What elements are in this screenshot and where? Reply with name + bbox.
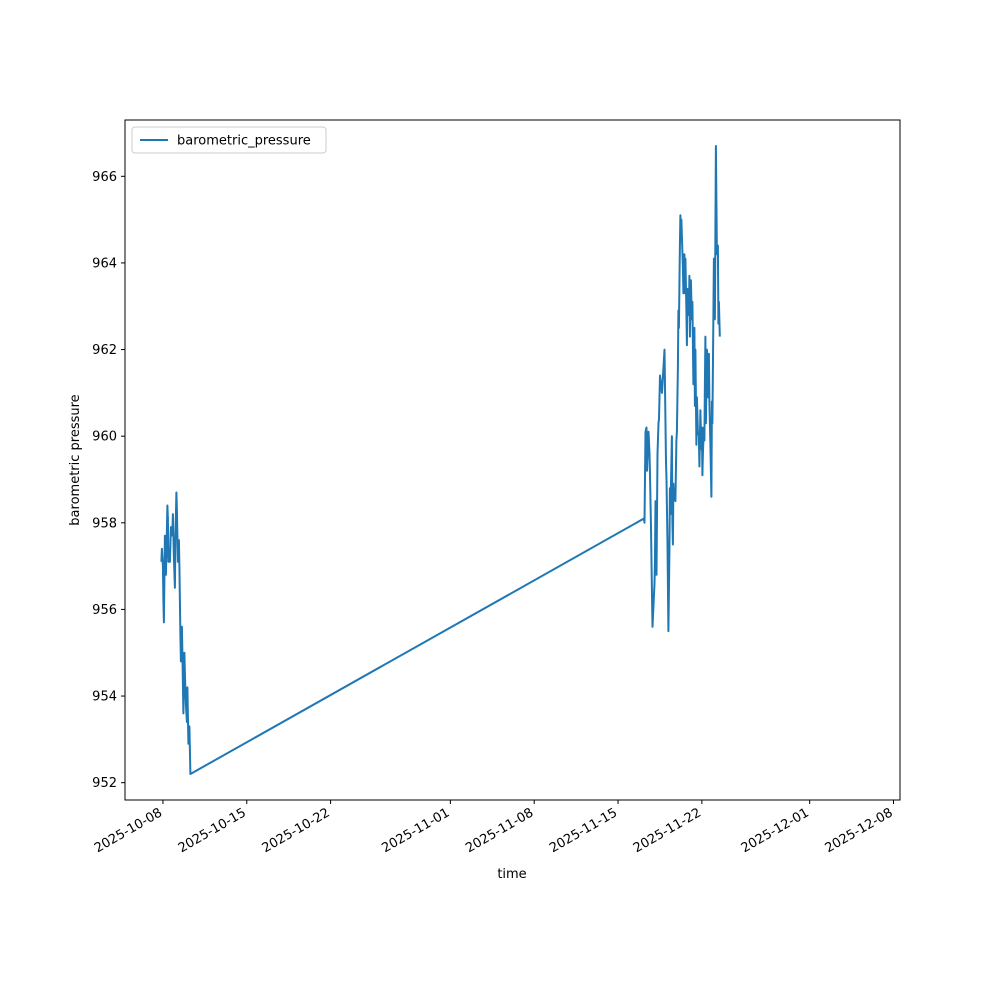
x-axis-title: time — [497, 867, 526, 882]
y-tick-label: 956 — [92, 603, 117, 618]
y-tick-label: 966 — [92, 170, 117, 185]
series-line-barometric_pressure — [160, 145, 721, 775]
y-axis-title: barometric pressure — [68, 394, 83, 525]
y-tick-label: 952 — [92, 776, 117, 791]
y-tick-label: 958 — [92, 516, 117, 531]
y-tick-label: 962 — [92, 343, 117, 358]
plot-area — [160, 145, 721, 775]
y-axis: 952 954 956 958 960 962 964 966 — [92, 170, 125, 791]
legend-label: barometric_pressure — [177, 134, 311, 149]
legend: barometric_pressure — [131, 126, 327, 154]
y-tick-label: 954 — [92, 690, 117, 705]
axes-frame — [124, 119, 901, 801]
y-tick-label: 960 — [92, 430, 117, 445]
y-tick-label: 964 — [92, 256, 117, 271]
legend-box — [131, 126, 327, 154]
